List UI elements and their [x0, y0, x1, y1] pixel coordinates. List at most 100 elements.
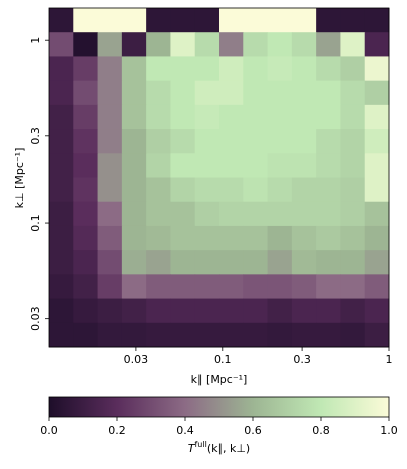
heatmap-cell: [49, 80, 74, 106]
heatmap-cell: [97, 80, 123, 106]
x-tick-label: 0.3: [293, 353, 311, 366]
heatmap-cell: [97, 274, 123, 300]
heatmap-cell: [340, 80, 366, 106]
heatmap-cell: [316, 129, 341, 154]
heatmap-cell: [364, 201, 390, 227]
heatmap-cell: [97, 32, 123, 57]
heatmap-cell: [73, 177, 99, 203]
heatmap-cell: [219, 201, 244, 227]
heatmap-cell: [243, 153, 269, 178]
heatmap-cell: [243, 298, 269, 324]
heatmap-cell: [146, 8, 171, 33]
heatmap-cell: [146, 322, 171, 348]
heatmap-cell: [146, 177, 171, 203]
heatmap-cell: [340, 250, 366, 275]
heatmap-cell: [316, 8, 341, 33]
heatmap-cell: [364, 8, 390, 33]
heatmap-cell: [121, 298, 147, 324]
x-tick-label: 0.1: [214, 353, 232, 366]
heatmap-cell: [243, 225, 269, 251]
heatmap-cell: [121, 32, 147, 57]
y-axis-label: k⊥ [Mpc⁻¹]: [13, 148, 26, 209]
colorbar: [48, 396, 390, 418]
heatmap-cell: [291, 56, 317, 82]
heatmap-cell: [243, 129, 269, 154]
heatmap-cell: [194, 250, 220, 275]
heatmap-cell: [267, 274, 293, 300]
y-tick-label: 1: [29, 37, 42, 44]
heatmap-cell: [121, 322, 147, 348]
heatmap-cell: [340, 8, 366, 33]
heatmap-cell: [73, 225, 99, 251]
heatmap-cell: [194, 8, 220, 33]
heatmap-cell: [97, 104, 123, 130]
heatmap-cell: [194, 322, 220, 348]
heatmap-cell: [243, 201, 269, 227]
heatmap-cell: [49, 56, 74, 82]
heatmap-cell: [73, 104, 99, 130]
colorbar-tick-label: 0.8: [312, 424, 330, 437]
heatmap-cell: [267, 32, 293, 57]
heatmap-cell: [219, 225, 244, 251]
heatmap-cell: [364, 129, 390, 154]
colorbar-tick-label: 0.0: [40, 424, 58, 437]
heatmap-cell: [170, 80, 196, 106]
heatmap-cell: [267, 56, 293, 82]
heatmap-cell: [316, 225, 341, 251]
heatmap-cell: [170, 201, 196, 227]
heatmap-cell: [121, 56, 147, 82]
heatmap-cell: [121, 80, 147, 106]
heatmap-cell: [194, 129, 220, 154]
heatmap-cell: [219, 322, 244, 348]
heatmap-cell: [316, 80, 341, 106]
colorbar-tick-label: 0.4: [176, 424, 194, 437]
heatmap-cell: [340, 104, 366, 130]
heatmap-cell: [219, 298, 244, 324]
heatmap-cell: [170, 274, 196, 300]
heatmap-cell: [219, 250, 244, 275]
heatmap-cell: [73, 32, 99, 57]
heatmap-cell: [97, 298, 123, 324]
heatmap-cell: [267, 298, 293, 324]
heatmap-cell: [364, 177, 390, 203]
heatmap-cell: [316, 153, 341, 178]
heatmap-cell: [316, 250, 341, 275]
heatmap-cell: [243, 8, 269, 33]
heatmap-cell: [146, 274, 171, 300]
heatmap-cell: [49, 32, 74, 57]
heatmap-cell: [97, 129, 123, 154]
heatmap-cell: [49, 177, 74, 203]
heatmap-cell: [364, 298, 390, 324]
heatmap-cell: [97, 225, 123, 251]
heatmap-cell: [146, 298, 171, 324]
heatmap-cell: [291, 129, 317, 154]
x-axis-label: k∥ [Mpc⁻¹]: [191, 373, 248, 386]
heatmap-cell: [146, 56, 171, 82]
heatmap-cell: [316, 32, 341, 57]
heatmap-cell: [364, 322, 390, 348]
x-tick-label: 0.03: [124, 353, 149, 366]
heatmap-cell: [73, 201, 99, 227]
heatmap-cell: [121, 201, 147, 227]
heatmap-cell: [267, 153, 293, 178]
heatmap-cell: [340, 274, 366, 300]
heatmap-cell: [340, 177, 366, 203]
y-tick-label: 0.03: [29, 306, 42, 331]
heatmap-cell: [291, 80, 317, 106]
heatmap-cell: [316, 298, 341, 324]
heatmap-cell: [49, 225, 74, 251]
heatmap-cell: [364, 274, 390, 300]
heatmap-cell: [49, 322, 74, 348]
y-tick-label: 0.3: [29, 127, 42, 145]
heatmap-cell: [243, 104, 269, 130]
heatmap-cell: [316, 201, 341, 227]
heatmap-cell: [194, 298, 220, 324]
heatmap-cell: [316, 177, 341, 203]
heatmap-cell: [291, 153, 317, 178]
heatmap-cell: [121, 129, 147, 154]
heatmap-cell: [243, 322, 269, 348]
heatmap-cell: [194, 56, 220, 82]
heatmap-cell: [97, 177, 123, 203]
heatmap-cell: [267, 250, 293, 275]
heatmap-cell: [364, 225, 390, 251]
